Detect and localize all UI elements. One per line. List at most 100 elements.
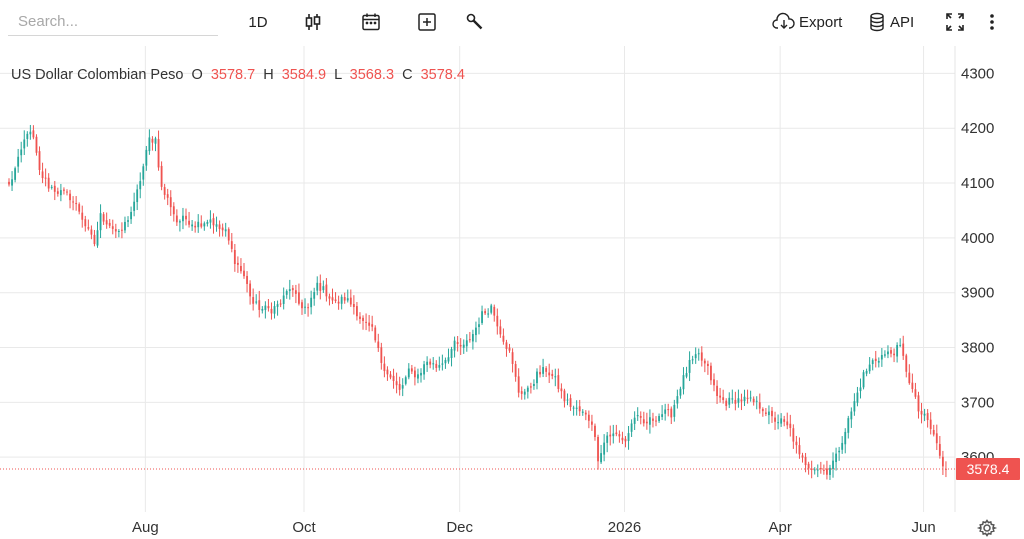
fullscreen-button[interactable] — [942, 8, 968, 36]
candle — [47, 173, 50, 192]
candle-body — [316, 282, 319, 291]
candle — [859, 378, 862, 399]
candle-body — [450, 348, 453, 359]
candle — [697, 348, 700, 361]
candle-body — [880, 354, 883, 360]
candle-body — [346, 298, 349, 301]
chart-type-button[interactable] — [298, 8, 328, 36]
settings-tool-button[interactable] — [460, 8, 490, 36]
candle-body — [236, 262, 239, 265]
candle — [249, 280, 252, 305]
candle-body — [697, 353, 700, 355]
candle-body — [310, 297, 313, 308]
candle — [395, 372, 398, 394]
candle — [75, 196, 78, 211]
candle — [35, 134, 38, 156]
candle-body — [826, 468, 828, 475]
candle — [664, 403, 667, 421]
candle — [716, 380, 718, 404]
candle — [484, 308, 487, 316]
candle — [53, 180, 56, 201]
candle-body — [383, 363, 386, 372]
candle — [835, 447, 837, 471]
more-button[interactable] — [982, 8, 1002, 36]
candle — [420, 368, 422, 383]
candle — [877, 357, 880, 368]
candle — [719, 387, 722, 403]
export-button[interactable]: Export — [772, 8, 852, 36]
high-value: 3584.9 — [282, 67, 326, 83]
candle-body — [636, 415, 639, 417]
candle-body — [362, 317, 364, 322]
candle — [728, 392, 731, 409]
candle-body — [557, 375, 560, 389]
candle — [178, 219, 181, 232]
candle — [96, 221, 99, 248]
candle — [56, 187, 59, 197]
candle-body — [325, 284, 328, 297]
candle — [468, 331, 471, 343]
candle-body — [737, 398, 740, 403]
candle — [841, 436, 844, 454]
symbol-name: US Dollar Colombian Peso — [11, 67, 183, 83]
candle — [206, 219, 209, 227]
candle-body — [444, 359, 447, 364]
y-tick-label: 4000 — [961, 230, 994, 247]
candle-body — [923, 413, 926, 416]
candle — [426, 356, 429, 372]
candle — [941, 450, 944, 475]
candle-body — [182, 215, 184, 222]
candle-body — [407, 368, 410, 378]
candle-body — [917, 395, 920, 412]
api-label: API — [890, 13, 915, 31]
candle — [490, 303, 493, 315]
candle-body — [658, 415, 660, 421]
candle — [792, 424, 795, 449]
candle — [743, 389, 746, 407]
candle-body — [603, 442, 606, 455]
candle — [386, 366, 389, 381]
candle-body — [496, 315, 499, 327]
candle — [764, 408, 767, 417]
add-indicator-button[interactable] — [412, 8, 442, 36]
candle — [404, 375, 407, 386]
candle-body — [679, 388, 682, 396]
interval-button[interactable]: 1D — [242, 8, 274, 36]
candle — [301, 299, 303, 315]
candle-body — [163, 187, 166, 195]
candle-body — [200, 223, 203, 227]
candle-body — [462, 344, 465, 348]
candle — [887, 345, 889, 359]
candle — [450, 346, 453, 367]
candle — [508, 343, 511, 353]
candle — [529, 382, 532, 394]
candle — [624, 436, 627, 448]
api-button[interactable]: API — [868, 8, 920, 36]
candle-body — [69, 193, 71, 201]
date-range-button[interactable] — [356, 8, 386, 36]
candle — [136, 184, 139, 211]
search-input[interactable] — [8, 8, 218, 36]
candle-body — [798, 445, 801, 455]
candle — [337, 295, 340, 310]
settings-button[interactable] — [976, 519, 998, 537]
candle — [215, 216, 218, 232]
candle — [111, 219, 114, 235]
candle-body — [35, 136, 38, 153]
candle-body — [789, 423, 792, 428]
candle-body — [29, 131, 32, 135]
candle — [618, 430, 621, 443]
candle — [270, 302, 273, 320]
candle-body — [203, 223, 206, 227]
candle-body — [572, 407, 575, 409]
add-indicator-icon — [418, 13, 436, 31]
candle-body — [822, 469, 825, 471]
candle-body — [490, 305, 493, 313]
candle-body — [465, 340, 468, 347]
candle — [575, 400, 578, 416]
y-tick-label: 4200 — [961, 120, 994, 137]
candle — [319, 274, 322, 300]
candle-body — [609, 434, 612, 437]
candle — [560, 383, 563, 399]
